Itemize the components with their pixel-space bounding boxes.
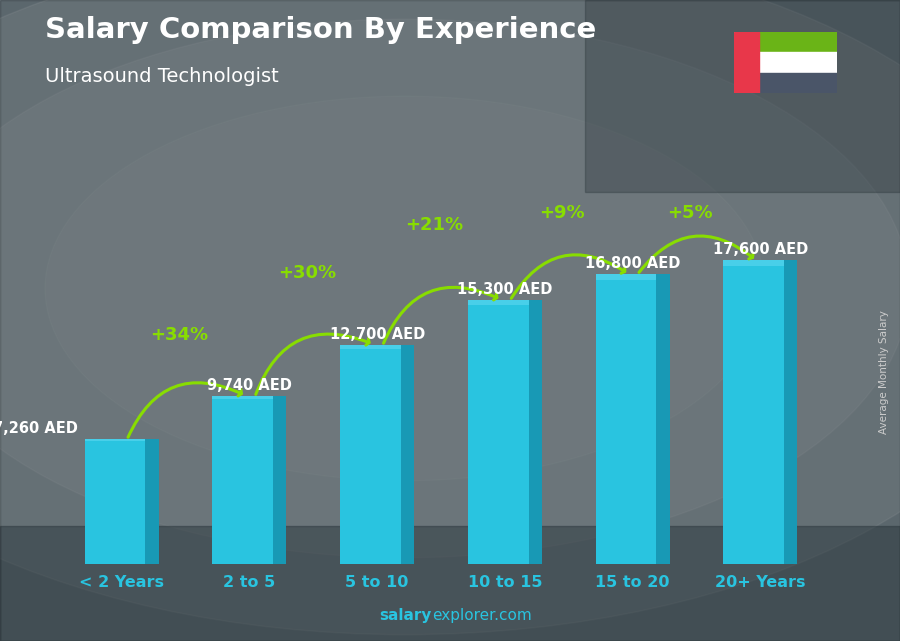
Text: +30%: +30%	[278, 265, 336, 283]
Ellipse shape	[45, 96, 765, 481]
Text: 12,700 AED: 12,700 AED	[329, 327, 425, 342]
Text: Ultrasound Technologist: Ultrasound Technologist	[45, 67, 279, 87]
Bar	[340, 345, 400, 349]
Text: Salary Comparison By Experience: Salary Comparison By Experience	[45, 16, 596, 44]
Text: +9%: +9%	[539, 204, 585, 222]
Bar	[85, 438, 146, 564]
Bar	[212, 395, 273, 564]
Bar	[784, 260, 797, 564]
Text: 17,600 AED: 17,600 AED	[713, 242, 808, 258]
Text: +34%: +34%	[150, 326, 208, 344]
Text: salary: salary	[380, 608, 432, 623]
Bar	[760, 53, 837, 72]
Bar	[596, 274, 656, 279]
Bar	[760, 32, 837, 53]
Bar	[468, 300, 528, 564]
Bar	[85, 438, 146, 441]
Text: Average Monthly Salary: Average Monthly Salary	[879, 310, 889, 434]
Bar	[340, 345, 400, 564]
Text: +21%: +21%	[406, 216, 464, 234]
Bar	[146, 438, 158, 564]
Text: 15,300 AED: 15,300 AED	[457, 282, 553, 297]
Bar	[724, 260, 784, 266]
Text: 7,260 AED: 7,260 AED	[0, 421, 78, 436]
Ellipse shape	[0, 19, 900, 558]
Bar	[760, 72, 837, 93]
Text: explorer.com: explorer.com	[432, 608, 532, 623]
Bar	[724, 260, 784, 564]
Text: 16,800 AED: 16,800 AED	[585, 256, 680, 271]
Bar	[400, 345, 414, 564]
Bar	[468, 300, 528, 305]
Bar	[212, 395, 273, 399]
Bar	[0, 526, 900, 641]
Bar	[596, 274, 656, 564]
Bar	[656, 274, 670, 564]
Bar	[585, 0, 900, 192]
Bar	[734, 32, 760, 93]
Bar	[528, 300, 542, 564]
Text: 9,740 AED: 9,740 AED	[207, 378, 292, 393]
Text: +5%: +5%	[667, 204, 713, 222]
Bar	[273, 395, 286, 564]
